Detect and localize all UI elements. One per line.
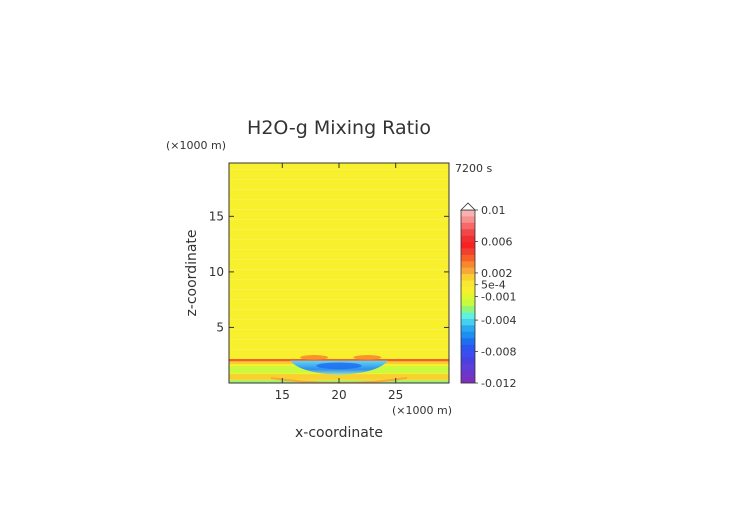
colorbar-bin xyxy=(461,312,475,320)
colorbar-label: 0.01 xyxy=(481,204,506,217)
colorbar-bin xyxy=(461,235,475,243)
colorbar-label: 5e-4 xyxy=(481,279,506,292)
colorbar-bin xyxy=(461,210,475,217)
colorbar-bin xyxy=(461,274,475,281)
colorbar-bin xyxy=(461,222,475,230)
colorbar-label: -0.008 xyxy=(481,346,516,359)
y-unit-label: (×1000 m) xyxy=(166,139,226,152)
colorbar-bin xyxy=(461,318,475,326)
central-core xyxy=(316,362,362,370)
y-tick-label: 10 xyxy=(209,265,224,279)
colorbar-bin xyxy=(461,331,475,339)
colorbar-bin xyxy=(461,370,475,377)
x-tick-label: 20 xyxy=(331,388,346,402)
colorbar-bin xyxy=(461,216,475,224)
time-label: 7200 s xyxy=(455,162,492,175)
y-axis-label: z-coordinate xyxy=(184,229,200,316)
colorbar-bin xyxy=(461,248,475,256)
x-unit-label: (×1000 m) xyxy=(392,404,452,417)
orange-bump-left xyxy=(300,355,329,360)
colorbar-label: -0.012 xyxy=(481,377,516,390)
lower-band-b xyxy=(229,374,449,380)
colorbar-bin xyxy=(461,267,475,275)
colorbar-label: 0.006 xyxy=(481,235,513,248)
orange-arc xyxy=(270,377,408,383)
colorbar-bin xyxy=(461,299,475,307)
colorbar-bin xyxy=(461,242,475,249)
colorbar-bin xyxy=(461,376,475,384)
colorbar-bin xyxy=(461,261,475,268)
orange-bump-right xyxy=(353,355,382,360)
y-tick-label: 15 xyxy=(209,209,224,223)
x-axis-label: x-coordinate xyxy=(295,425,383,441)
colorbar-label: -0.001 xyxy=(481,291,516,304)
colorbar-bin xyxy=(461,280,475,288)
colorbar-bin xyxy=(461,293,475,301)
colorbar-bin xyxy=(461,286,475,294)
x-axis-ticks: 15 20 25 xyxy=(275,163,403,402)
colorbar-bin xyxy=(461,254,475,262)
chart-title: H2O-g Mixing Ratio xyxy=(247,117,431,139)
y-axis-ticks: 5 10 15 xyxy=(209,209,449,334)
colorbar-extend-triangle xyxy=(460,202,476,211)
colorbar-label: 0.002 xyxy=(481,267,513,280)
colorbar-bin xyxy=(461,363,475,371)
colorbar-bin xyxy=(461,325,475,333)
colorbar-label: -0.004 xyxy=(481,314,516,327)
y-tick-label: 5 xyxy=(216,320,224,334)
field-background xyxy=(229,163,449,383)
colorbar-bin xyxy=(461,357,475,365)
colorbar-bin xyxy=(461,229,475,236)
x-tick-label: 25 xyxy=(388,388,403,402)
layer-line xyxy=(229,359,449,362)
colorbar-bin xyxy=(461,350,475,358)
colorbar-bin xyxy=(461,306,475,313)
colorbar-bin xyxy=(461,344,475,352)
heatmap-field xyxy=(229,163,449,383)
x-tick-label: 15 xyxy=(275,388,290,402)
colorbar-bin xyxy=(461,338,475,345)
